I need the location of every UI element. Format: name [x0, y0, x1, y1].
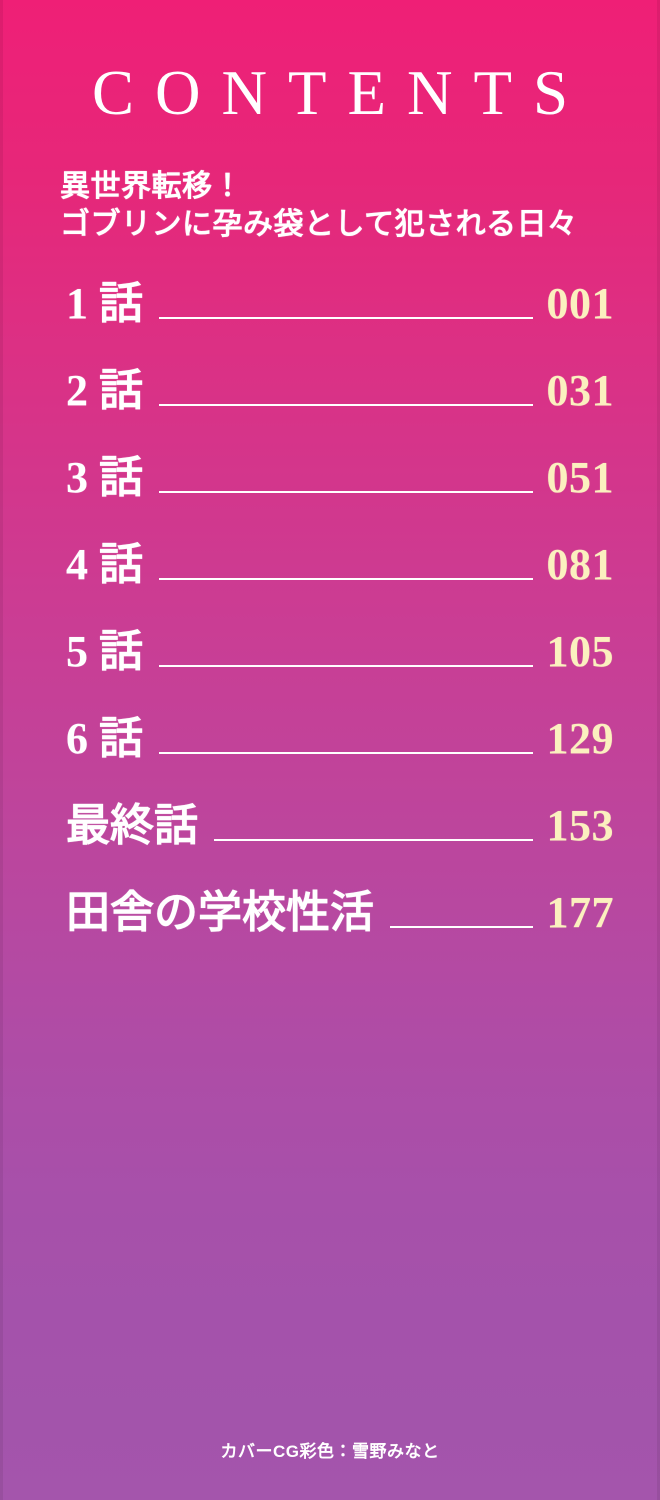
toc-entry-page-number: 081: [546, 540, 614, 589]
cover-cg-credit: カバーCG彩色：雪野みなと: [220, 1442, 440, 1461]
page-edge-left: [0, 0, 3, 1500]
toc-entry-label: 6 話: [66, 714, 143, 763]
table-of-contents: 1 話 001 2 話 031 3 話 051 4 話 081 5 話 105 …: [66, 282, 614, 978]
toc-entry-label: 4 話: [66, 540, 143, 589]
toc-leader-line: [159, 752, 533, 754]
toc-leader-line: [390, 926, 533, 928]
page-title: CONTENTS: [92, 58, 589, 128]
toc-entry-page-number: 177: [546, 888, 614, 937]
toc-entry-page-number: 153: [546, 801, 614, 850]
toc-entry[interactable]: 5 話 105: [66, 630, 614, 717]
series-subtitle-line-2: ゴブリンに孕み袋として犯される日々: [60, 208, 578, 241]
toc-entry-label: 1 話: [66, 279, 143, 328]
toc-entry[interactable]: 1 話 001: [66, 282, 614, 369]
toc-entry-label: 3 話: [66, 453, 143, 502]
toc-entry[interactable]: 3 話 051: [66, 456, 614, 543]
toc-leader-line: [159, 404, 533, 406]
toc-leader-line: [159, 317, 533, 319]
toc-entry-page-number: 031: [546, 366, 614, 415]
toc-leader-line: [214, 839, 533, 841]
toc-leader-line: [159, 578, 533, 580]
toc-entry-label: 2 話: [66, 366, 143, 415]
toc-entry[interactable]: 最終話 153: [66, 804, 614, 891]
toc-entry[interactable]: 2 話 031: [66, 369, 614, 456]
series-subtitle: 異世界転移！ ゴブリンに孕み袋として犯される日々: [60, 168, 640, 244]
toc-leader-line: [159, 491, 533, 493]
toc-entry[interactable]: 6 話 129: [66, 717, 614, 804]
toc-entry[interactable]: 田舎の学校性活 177: [66, 891, 614, 978]
toc-leader-line: [159, 665, 533, 667]
toc-entry-label: 5 話: [66, 627, 143, 676]
toc-entry-label: 最終話: [66, 801, 198, 850]
toc-entry-label: 田舎の学校性活: [66, 888, 374, 937]
toc-entry[interactable]: 4 話 081: [66, 543, 614, 630]
toc-entry-page-number: 051: [546, 453, 614, 502]
toc-entry-page-number: 001: [546, 279, 614, 328]
toc-entry-page-number: 105: [546, 627, 614, 676]
toc-entry-page-number: 129: [546, 714, 614, 763]
series-subtitle-line-1: 異世界転移！: [60, 170, 243, 203]
